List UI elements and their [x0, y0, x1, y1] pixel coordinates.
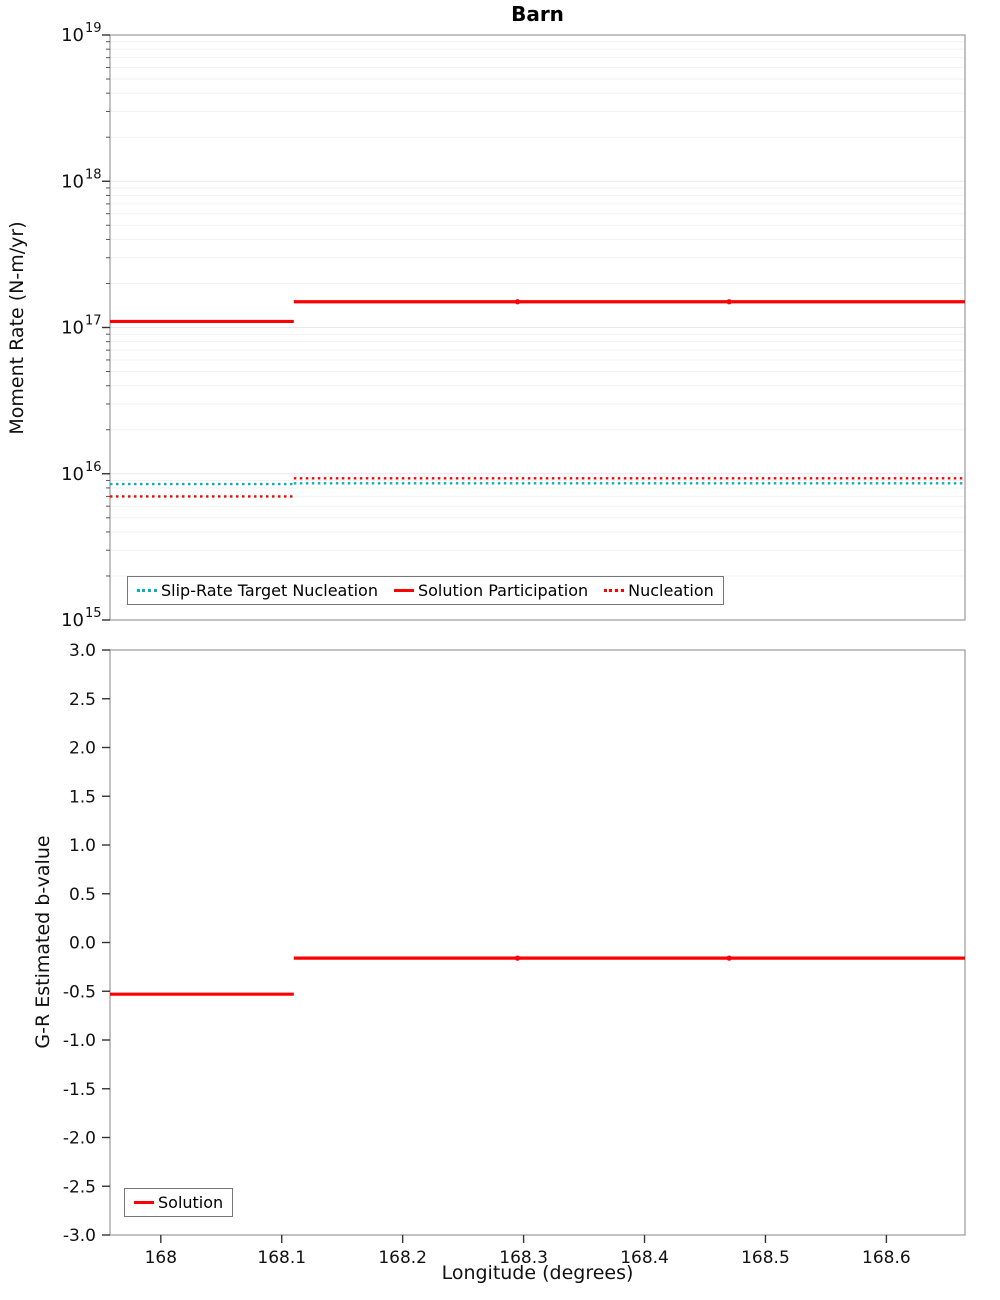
svg-text:19: 19	[85, 21, 102, 36]
legend-b-value: Solution	[124, 1188, 234, 1217]
svg-text:1.0: 1.0	[69, 836, 96, 856]
legend-item-solution: Solution	[134, 1193, 223, 1212]
svg-text:3.0: 3.0	[69, 641, 96, 661]
legend-label: Slip-Rate Target Nucleation	[161, 581, 378, 600]
svg-text:-3.0: -3.0	[63, 1226, 96, 1246]
svg-text:10: 10	[61, 25, 84, 46]
svg-text:15: 15	[85, 606, 102, 621]
svg-text:10: 10	[61, 464, 84, 485]
svg-text:168.3: 168.3	[499, 1248, 548, 1268]
slip-rate-target-nucleation-line-swatch-icon	[137, 589, 157, 592]
svg-text:-2.0: -2.0	[63, 1129, 96, 1149]
solution-line-swatch-icon	[134, 1201, 154, 1204]
nucleation-line-swatch-icon	[604, 589, 625, 592]
svg-text:-1.0: -1.0	[63, 1031, 96, 1051]
legend-item-nucleation: Nucleation	[604, 581, 714, 600]
legend-item-solution-participation: Solution Participation	[393, 581, 589, 600]
svg-text:168.4: 168.4	[620, 1248, 669, 1268]
svg-text:16: 16	[85, 460, 102, 475]
legend-label: Solution	[158, 1193, 224, 1212]
svg-text:10: 10	[61, 171, 84, 192]
legend-label: Nucleation	[628, 581, 714, 600]
x-axis-label: Longitude (degrees)	[441, 1262, 634, 1284]
svg-text:10: 10	[61, 610, 84, 631]
svg-text:168: 168	[145, 1248, 177, 1268]
svg-text:0.5: 0.5	[69, 885, 96, 905]
svg-text:168.6: 168.6	[862, 1248, 911, 1268]
solution-participation-line-swatch-icon	[393, 589, 414, 592]
svg-text:168.2: 168.2	[378, 1248, 427, 1268]
svg-text:10: 10	[61, 318, 84, 339]
page-title: Barn	[511, 2, 564, 26]
svg-text:18: 18	[85, 167, 102, 182]
legend-moment-rate: Slip-Rate Target Nucleation Solution Par…	[127, 576, 724, 605]
svg-text:2.0: 2.0	[69, 739, 96, 759]
svg-text:-1.5: -1.5	[63, 1080, 96, 1100]
svg-text:-2.5: -2.5	[63, 1177, 96, 1197]
svg-text:-0.5: -0.5	[63, 982, 96, 1002]
svg-text:168.5: 168.5	[741, 1248, 790, 1268]
legend-label: Solution Participation	[417, 581, 589, 600]
svg-text:0.0: 0.0	[69, 934, 96, 954]
svg-text:168.1: 168.1	[257, 1248, 306, 1268]
svg-text:1.5: 1.5	[69, 787, 96, 807]
legend-item-slip-rate-target-nucleation: Slip-Rate Target Nucleation	[137, 581, 378, 600]
svg-text:2.5: 2.5	[69, 690, 96, 710]
svg-text:17: 17	[85, 314, 102, 329]
